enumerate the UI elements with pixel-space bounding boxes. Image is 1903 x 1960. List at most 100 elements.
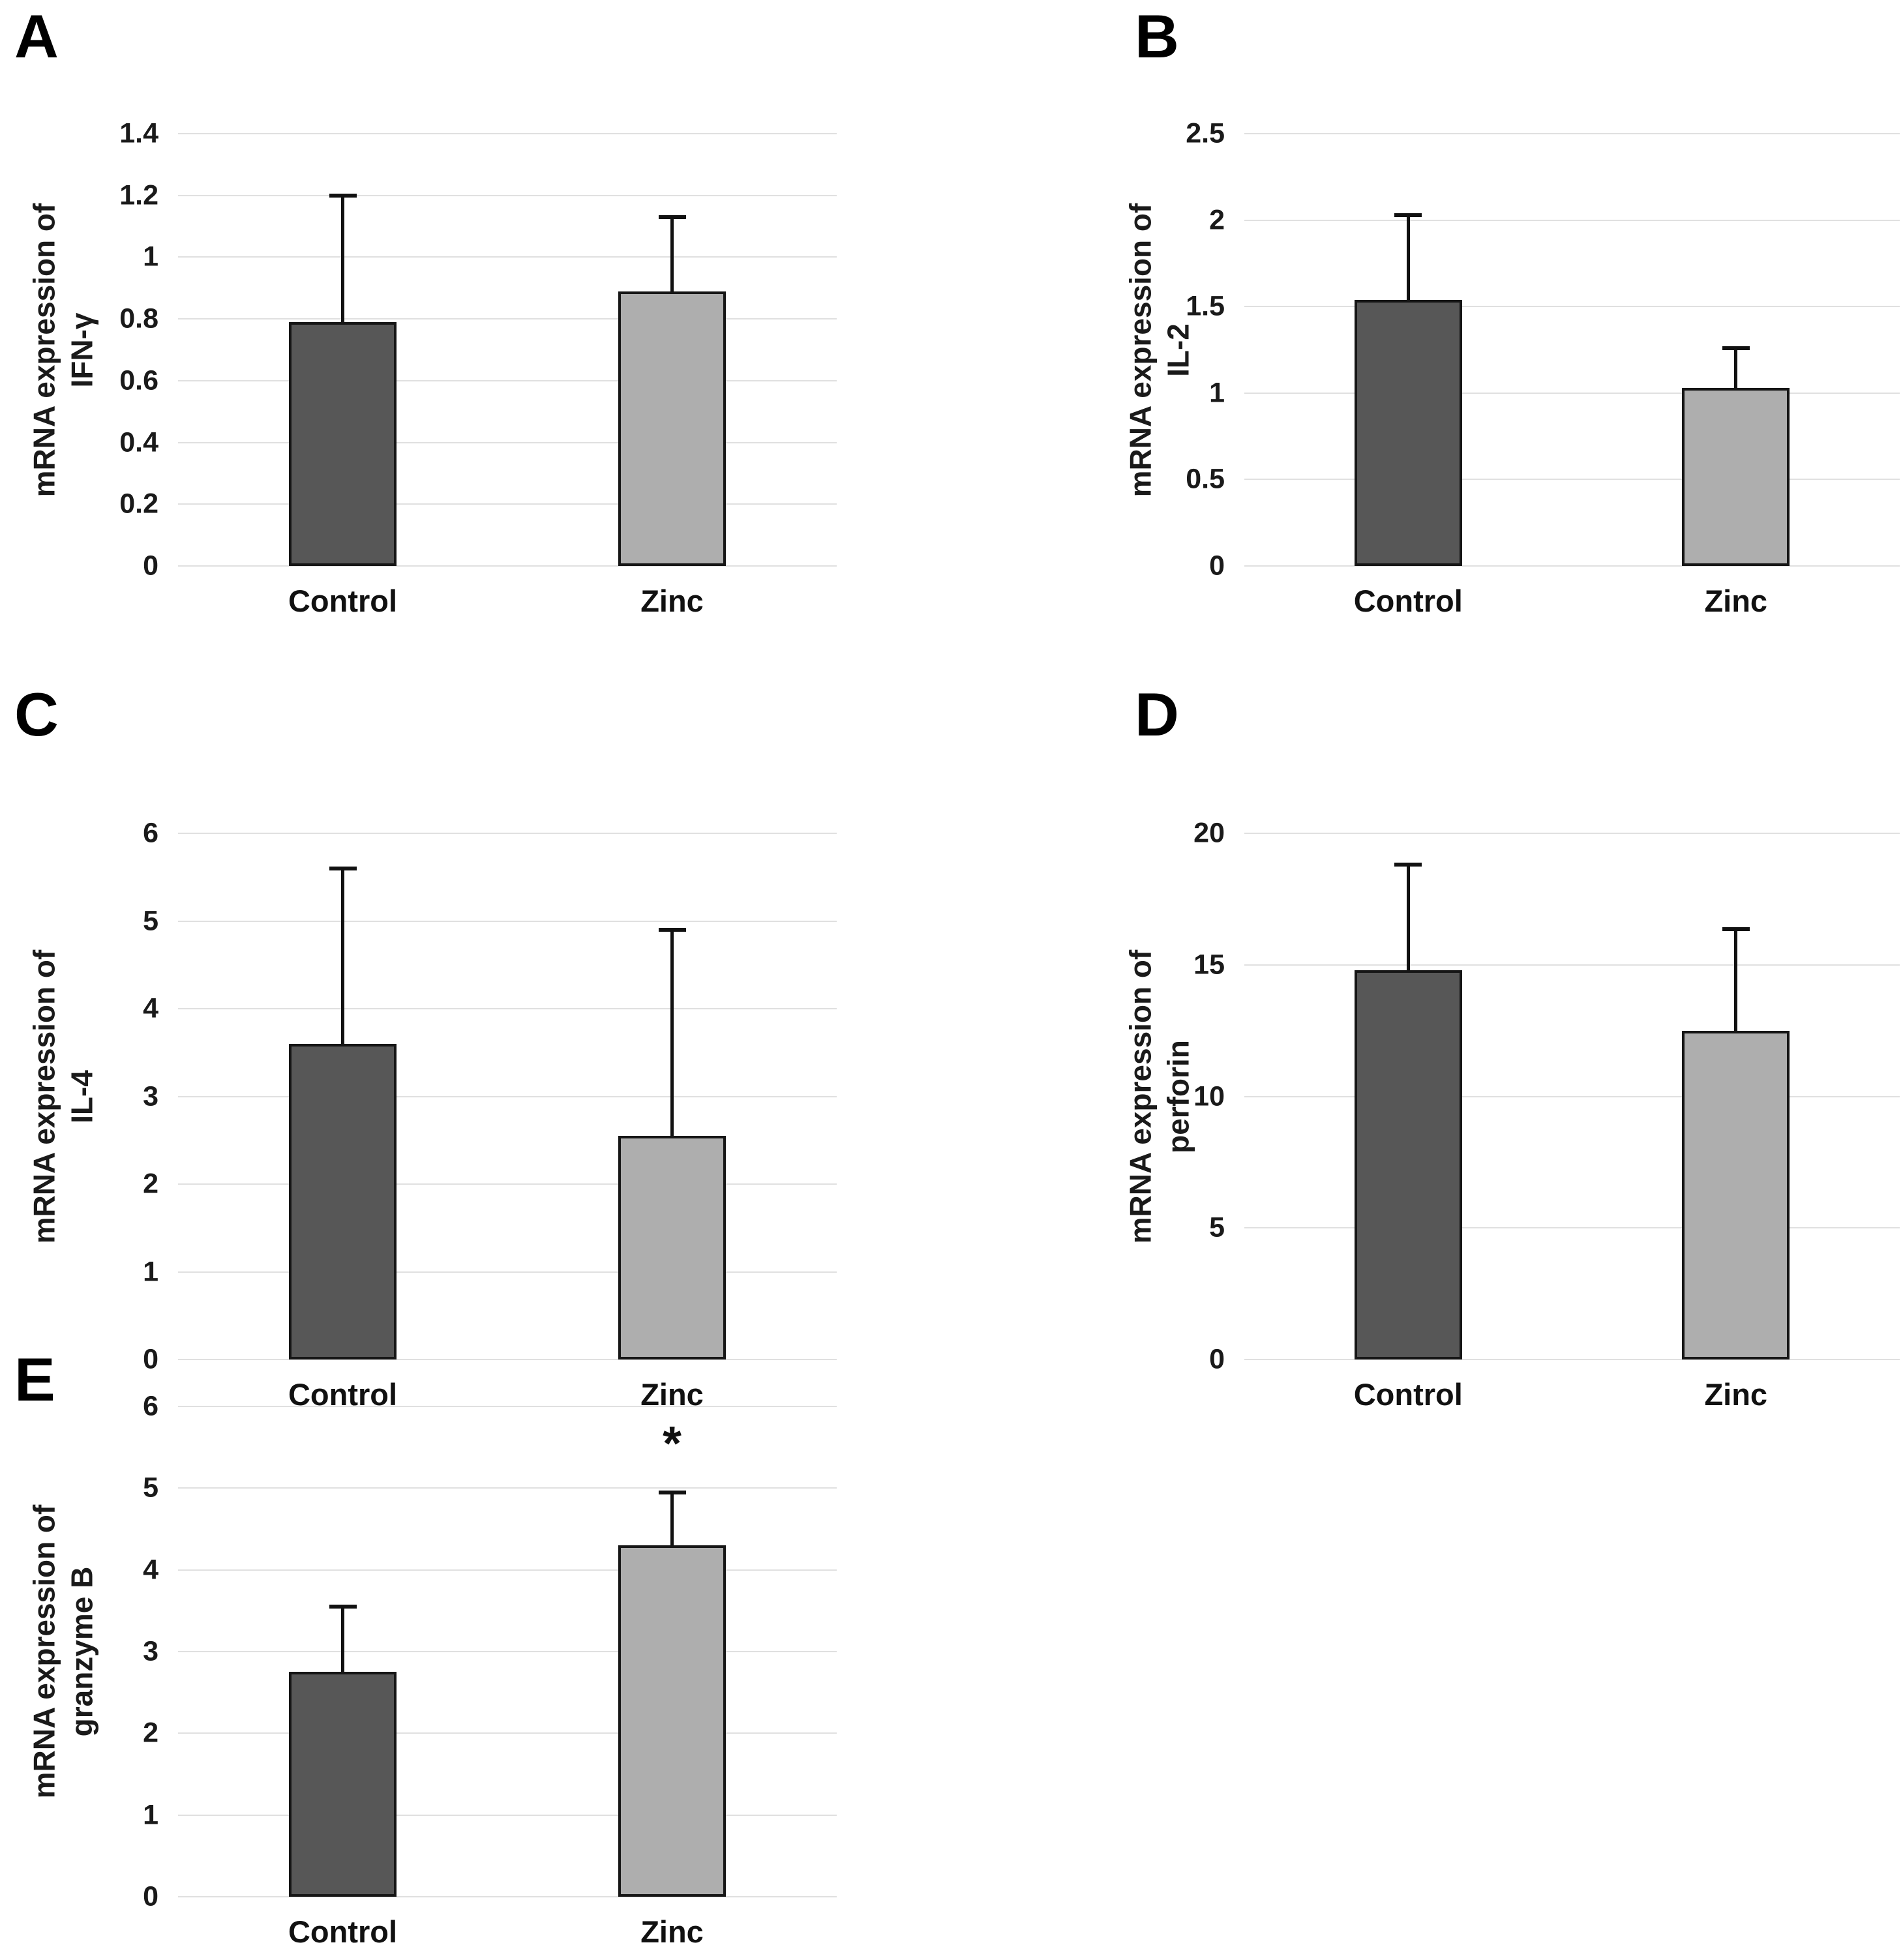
error-bar-line xyxy=(670,216,674,291)
y-tick-label: 5 xyxy=(1209,1211,1225,1243)
y-axis-label-line: mRNA expression of xyxy=(1123,949,1158,1243)
error-bar-line xyxy=(341,195,344,322)
y-tick-label: 2 xyxy=(143,1717,158,1749)
bar-chart-il-4: 0 1 2 3 4 5 6 mRNA expression of IL-4 Control Zinc xyxy=(0,678,952,1412)
x-category-label: Control xyxy=(1353,584,1463,618)
panel-letter-d: D xyxy=(1135,680,1180,749)
gridline xyxy=(178,133,837,134)
y-tick-label: 3 xyxy=(143,1635,158,1667)
error-bar-cap xyxy=(658,1490,686,1494)
gridline xyxy=(178,1814,837,1816)
y-axis-label: mRNA expression of perforin xyxy=(1122,833,1197,1359)
y-tick-label: 4 xyxy=(143,992,158,1024)
y-axis-label-line: mRNA expression of xyxy=(1123,203,1158,497)
bar-control xyxy=(1354,299,1462,566)
error-bar-line xyxy=(670,1492,674,1546)
bar-zinc xyxy=(1682,1030,1790,1359)
error-bar-line xyxy=(1406,215,1410,300)
gridline xyxy=(178,1896,837,1897)
y-tick-label: 1.5 xyxy=(1186,290,1225,322)
error-bar-cap xyxy=(658,215,686,219)
y-tick-label: 10 xyxy=(1193,1080,1225,1112)
gridline xyxy=(178,1487,837,1489)
y-axis-label-line: mRNA expression of xyxy=(27,1504,61,1799)
y-tick-label: 4 xyxy=(143,1554,158,1586)
bar-zinc xyxy=(618,1136,726,1359)
gridline xyxy=(178,503,837,505)
panel-letter-b: B xyxy=(1135,2,1180,70)
gridline xyxy=(178,1359,837,1360)
x-category-label: Control xyxy=(288,584,398,618)
error-bar-line xyxy=(341,1607,344,1672)
gridline xyxy=(178,565,837,567)
bar-chart-il-2: 0 0.5 1 1.5 2 2.5 mRNA expression of IL-2 Contro… xyxy=(1109,0,1903,678)
y-axis-label-line: IL-2 xyxy=(1161,323,1195,377)
gridline xyxy=(178,194,837,196)
error-bar-cap xyxy=(329,866,357,870)
x-category-label: Zinc xyxy=(640,1914,704,1949)
gridline xyxy=(178,1406,837,1407)
y-axis-label: mRNA expression of IL-4 xyxy=(26,833,101,1359)
y-tick-label: 1 xyxy=(143,1256,158,1287)
y-tick-label: 0.6 xyxy=(119,364,158,396)
error-bar-line xyxy=(1734,929,1738,1031)
bar-chart-perforin: 0 5 10 15 20 mRNA expression of perforin Contro… xyxy=(1109,678,1903,1412)
panel-b: B 0 0.5 1 1.5 2 2.5 mRNA expression of IL-2 Cont… xyxy=(1109,0,1903,678)
panel-letter-c: C xyxy=(14,680,60,749)
gridline xyxy=(178,920,837,922)
y-axis-label-line: mRNA expression of xyxy=(27,203,61,497)
y-axis-label-line: IL-4 xyxy=(65,1069,98,1123)
gridline xyxy=(1244,392,1900,394)
gridline xyxy=(1244,565,1900,567)
gridline xyxy=(1244,479,1900,481)
gridline xyxy=(1244,1359,1900,1360)
y-tick-label: 0 xyxy=(1209,550,1225,582)
gridline xyxy=(178,256,837,258)
y-tick-label: 2 xyxy=(1209,204,1225,236)
significance-star: * xyxy=(663,1416,682,1470)
gridline xyxy=(1244,306,1900,308)
gridline xyxy=(178,1183,837,1185)
bar-zinc xyxy=(618,1545,726,1897)
error-bar-line xyxy=(1734,348,1738,388)
y-tick-label: 0 xyxy=(143,550,158,582)
panel-e: E 0 1 2 3 4 5 6 mRNA expression of granzyme B Con… xyxy=(0,1343,952,1960)
y-axis-label: mRNA expression of IFN-γ xyxy=(26,134,101,566)
bar-control xyxy=(289,1672,397,1897)
bar-control xyxy=(289,321,397,566)
gridline xyxy=(178,318,837,320)
gridline xyxy=(178,833,837,834)
x-category-label: Zinc xyxy=(640,584,704,618)
gridline xyxy=(178,441,837,443)
gridline xyxy=(178,1569,837,1571)
gridline xyxy=(1244,833,1900,834)
gridline xyxy=(178,1651,837,1652)
y-tick-label: 1.2 xyxy=(119,179,158,211)
bar-chart-ifn-gamma: 0 0.2 0.4 0.6 0.8 1 1.2 1.4 mRNA expression of IF… xyxy=(0,0,952,678)
bar-control xyxy=(289,1043,397,1359)
gridline xyxy=(178,1095,837,1097)
gridline xyxy=(1244,964,1900,966)
error-bar-cap xyxy=(658,927,686,932)
y-tick-label: 20 xyxy=(1193,817,1225,849)
y-tick-label: 0.4 xyxy=(119,426,158,458)
panel-d: D 0 5 10 15 20 mRNA expression of perforin Cont… xyxy=(1109,678,1903,1412)
y-axis-label: mRNA expression of IL-2 xyxy=(1122,134,1197,566)
y-tick-label: 5 xyxy=(143,1472,158,1504)
y-axis-label-line: IFN-γ xyxy=(65,312,98,387)
error-bar-cap xyxy=(1394,863,1422,867)
gridline xyxy=(1244,1095,1900,1097)
error-bar-line xyxy=(341,868,344,1044)
y-tick-label: 3 xyxy=(143,1080,158,1112)
panel-letter-e: E xyxy=(14,1345,57,1414)
error-bar-cap xyxy=(1722,346,1750,350)
gridline xyxy=(178,1732,837,1734)
y-tick-label: 1 xyxy=(143,241,158,273)
bar-chart-granzyme-b: 0 1 2 3 4 5 6 mRNA expression of granzyme B Contr… xyxy=(0,1343,952,1960)
y-axis-label-line: perforin xyxy=(1161,1039,1195,1153)
gridline xyxy=(178,1008,837,1009)
error-bar-cap xyxy=(1722,927,1750,932)
bar-zinc xyxy=(618,291,726,566)
x-category-label: Zinc xyxy=(1704,1377,1768,1412)
y-tick-label: 1 xyxy=(143,1799,158,1831)
